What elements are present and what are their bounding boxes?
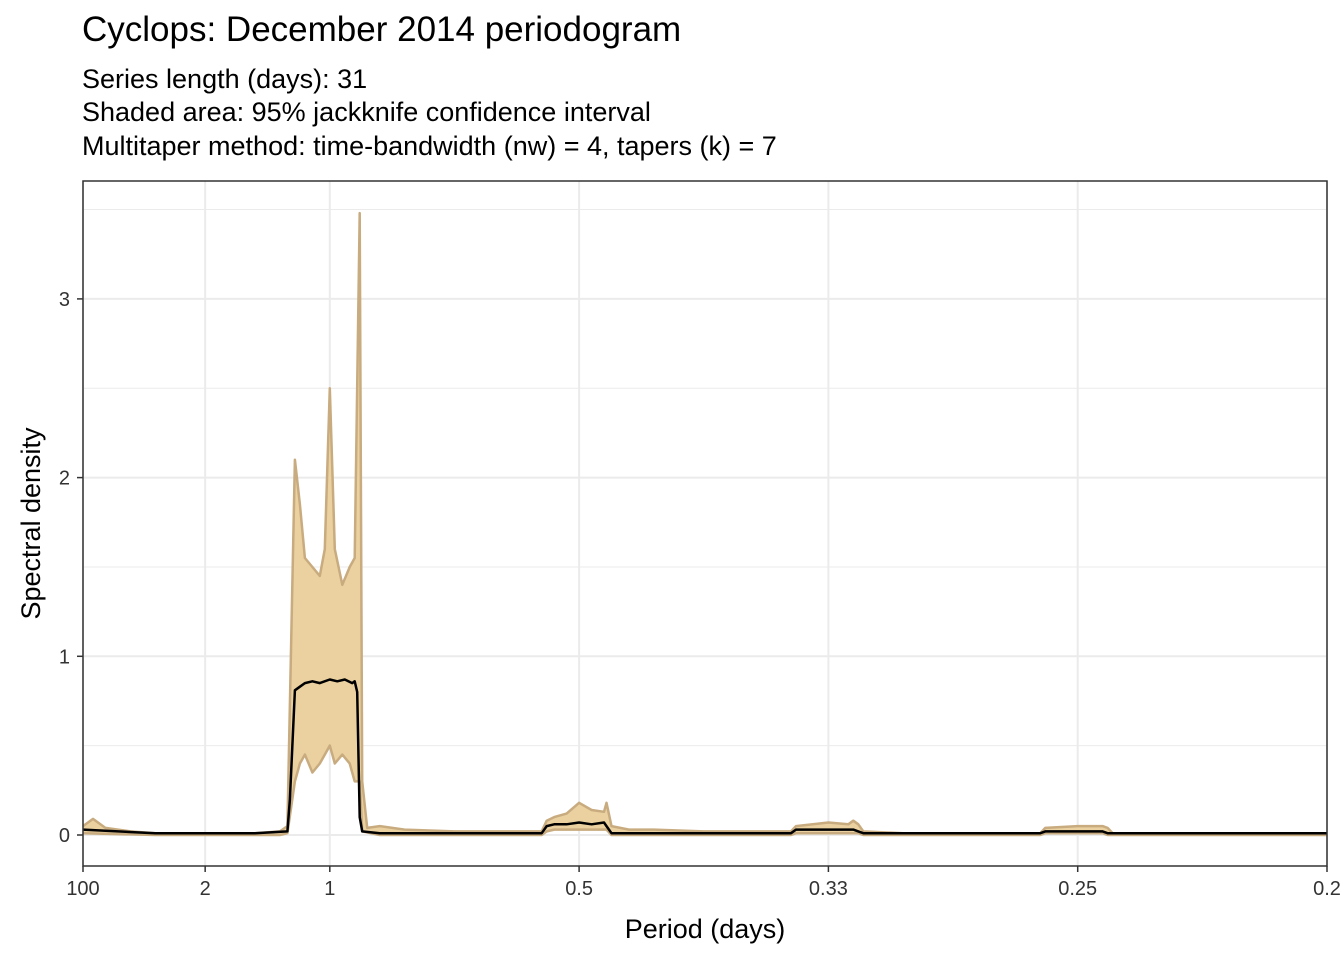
x-tick-label: 2 bbox=[200, 878, 211, 900]
y-tick-label: 2 bbox=[59, 468, 70, 490]
x-tick-label: 100 bbox=[66, 878, 99, 900]
ci-lower-line bbox=[82, 744, 1327, 837]
chart-title: Cyclops: December 2014 periodogram bbox=[82, 10, 682, 49]
panel-border bbox=[82, 180, 1328, 867]
y-tick-label: 0 bbox=[59, 825, 70, 847]
axis-ticks: 100 2 1 0.5 0.33 0.25 0.2 0 1 2 3 bbox=[59, 289, 1341, 900]
x-tick-label: 0.5 bbox=[565, 878, 593, 900]
y-axis-title: Spectral density bbox=[16, 427, 46, 620]
y-tick-label: 3 bbox=[59, 289, 70, 311]
x-tick-label: 1 bbox=[324, 878, 335, 900]
x-tick-label: 0.25 bbox=[1058, 878, 1097, 900]
chart-subtitle-shaded-area: Shaded area: 95% jackknife confidence in… bbox=[82, 97, 651, 127]
x-tick-label: 0.2 bbox=[1313, 878, 1341, 900]
gridlines bbox=[82, 181, 1328, 866]
x-tick-label: 0.33 bbox=[809, 878, 848, 900]
ci-upper-line bbox=[82, 211, 1327, 835]
chart-subtitle-series-length: Series length (days): 31 bbox=[82, 64, 368, 94]
y-tick-label: 1 bbox=[59, 646, 70, 668]
x-axis-title: Period (days) bbox=[625, 914, 786, 944]
chart-subtitle-multitaper: Multitaper method: time-bandwidth (nw) =… bbox=[82, 131, 777, 161]
confidence-interval-area bbox=[83, 213, 1327, 836]
spectral-density-line bbox=[82, 678, 1327, 835]
